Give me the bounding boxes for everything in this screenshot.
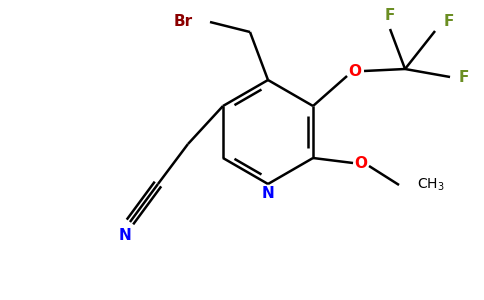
Text: Br: Br [174, 14, 193, 29]
Text: F: F [385, 8, 395, 22]
Text: O: O [348, 64, 362, 79]
Text: CH$_3$: CH$_3$ [417, 177, 445, 193]
Text: N: N [119, 229, 131, 244]
Text: F: F [459, 70, 469, 85]
Text: O: O [355, 155, 367, 170]
Text: N: N [262, 187, 274, 202]
Text: F: F [444, 14, 454, 28]
